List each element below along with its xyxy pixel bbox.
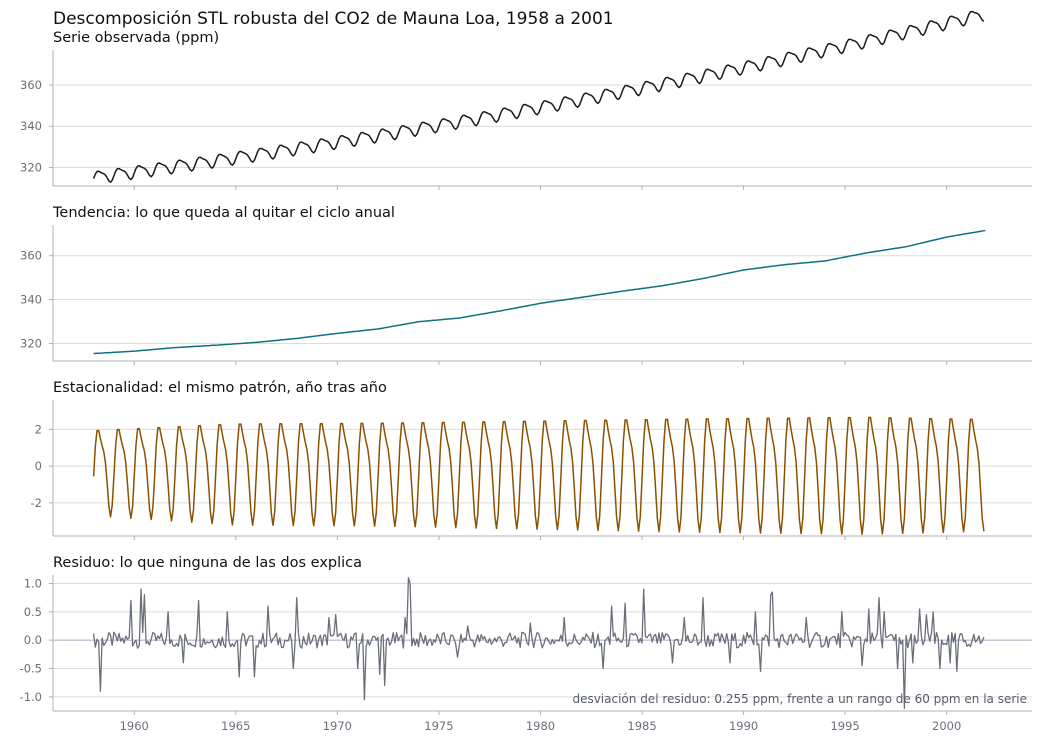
panel-title-trend: Tendencia: lo que queda al quitar el cic… xyxy=(53,205,395,221)
x-tick-label: 2000 xyxy=(932,719,961,733)
series-line-trend xyxy=(93,229,986,355)
y-tick-label: 340 xyxy=(20,293,42,307)
panel-title-seasonal: Estacionalidad: el mismo patrón, año tra… xyxy=(53,380,387,396)
panel-title-resid: Residuo: lo que ninguna de las dos expli… xyxy=(53,555,363,571)
y-tick-label: -2 xyxy=(31,496,42,510)
y-tick-label: -0.5 xyxy=(20,662,42,676)
y-tick-label: -1.0 xyxy=(20,690,42,704)
series-line-seasonal xyxy=(92,416,985,536)
y-tick-label: 320 xyxy=(20,336,42,350)
resid-annotation: desviación del residuo: 0.255 ppm, frent… xyxy=(572,692,1027,706)
y-tick-label: 0.0 xyxy=(24,633,42,647)
x-tick-label: 1960 xyxy=(120,719,149,733)
y-tick-label: 360 xyxy=(20,78,42,92)
y-tick-label: 320 xyxy=(20,160,42,174)
x-tick-label: 1975 xyxy=(424,719,453,733)
panel-observed: 320 340 360 xyxy=(20,10,1032,190)
y-tick-label: 0 xyxy=(35,459,42,473)
panel-trend: 320 340 360 xyxy=(20,225,1032,365)
panel-resid: -1.0 -0.5 0.0 0.5 1.0 1960 1965 1970 1975 1980 198… xyxy=(20,575,1032,733)
y-tick-label: 2 xyxy=(35,422,42,436)
x-tick-label: 1985 xyxy=(627,719,656,733)
series-line-resid xyxy=(92,577,985,709)
x-tick-label: 1970 xyxy=(323,719,352,733)
y-tick-label: 0.5 xyxy=(24,605,42,619)
panel-seasonal: -2 0 2 xyxy=(31,400,1032,540)
panel-title-observed: Serie observada (ppm) xyxy=(53,30,220,46)
figure-title: Descomposición STL robusta del CO2 de Ma… xyxy=(53,9,614,29)
x-tick-label: 1980 xyxy=(526,719,555,733)
y-tick-label: 360 xyxy=(20,249,42,263)
y-tick-label: 1.0 xyxy=(24,577,42,591)
y-tick-label: 340 xyxy=(20,119,42,133)
x-tick-label: 1990 xyxy=(729,719,758,733)
x-tick-label: 1965 xyxy=(221,719,250,733)
series-line-observed xyxy=(92,10,985,183)
x-tick-label: 1995 xyxy=(830,719,859,733)
